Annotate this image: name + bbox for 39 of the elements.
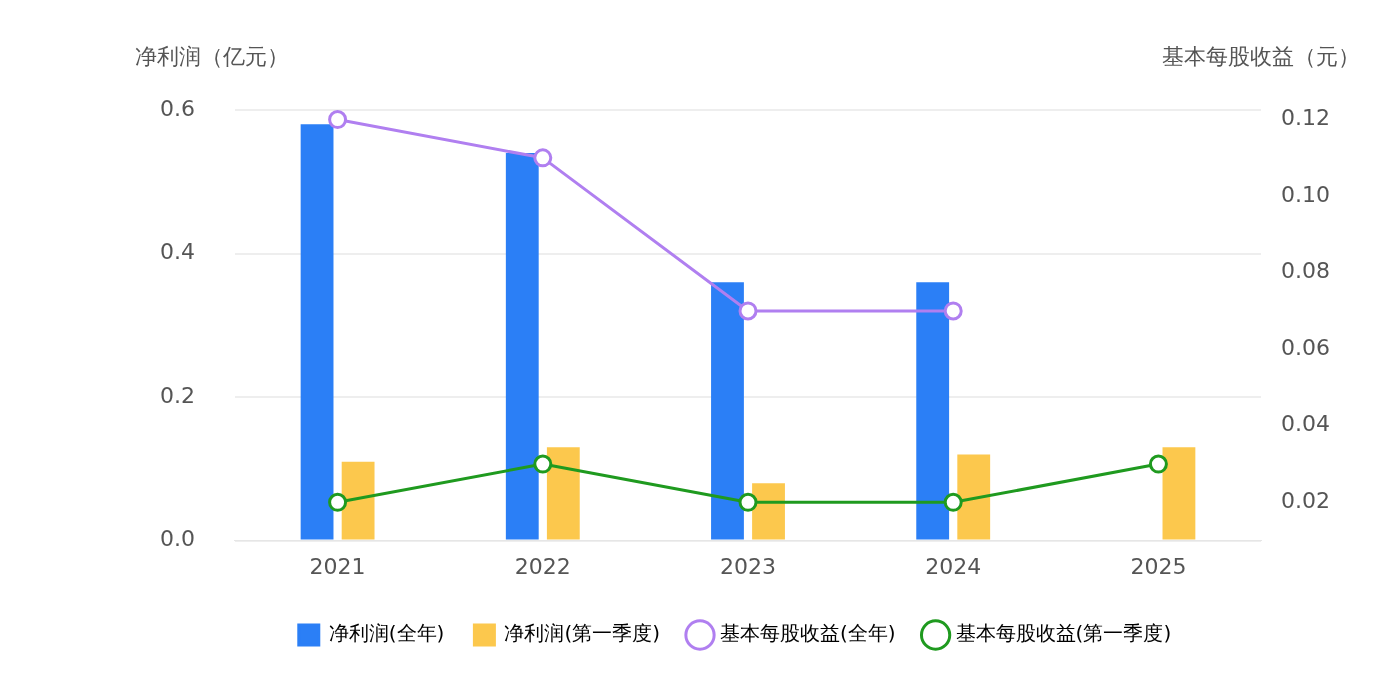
point xyxy=(943,301,963,321)
x-tick-label: 2021 xyxy=(309,553,366,579)
legend-label: 基本每股收益(第一季度) xyxy=(955,621,1172,646)
bar xyxy=(711,282,744,540)
x-tick-label: 2023 xyxy=(720,553,776,579)
x-tick-label: 2024 xyxy=(925,553,982,579)
y-tick-label: 0.2 xyxy=(159,382,195,408)
point xyxy=(738,492,758,512)
y2-tick-label: 0.06 xyxy=(1281,334,1330,360)
bar xyxy=(546,447,580,540)
bar xyxy=(505,153,539,540)
legend-label: 基本每股收益(全年) xyxy=(720,621,896,646)
point xyxy=(738,301,758,321)
legend-label: 净利润(全年) xyxy=(328,621,445,646)
y2-tick-label: 0.10 xyxy=(1281,181,1330,207)
y2-tick-label: 0.02 xyxy=(1281,488,1330,514)
bar xyxy=(752,483,785,540)
point xyxy=(943,492,963,512)
legend-label: 净利润(第一季度) xyxy=(504,621,660,646)
y2-tick-label: 0.08 xyxy=(1281,258,1330,284)
y-axis-title: 净利润（亿元） xyxy=(135,43,289,69)
y-tick-label: 0.4 xyxy=(159,239,195,265)
bar xyxy=(916,282,950,540)
y-tick-label: 0.0 xyxy=(159,526,195,552)
point xyxy=(1148,454,1168,474)
point xyxy=(533,454,553,474)
bar xyxy=(341,461,375,540)
point xyxy=(533,148,553,168)
point xyxy=(328,110,348,130)
x-tick-label: 2022 xyxy=(514,553,571,579)
y-tick-label: 0.6 xyxy=(159,95,195,121)
point xyxy=(328,492,348,512)
x-tick-label: 2025 xyxy=(1130,553,1187,579)
y2-axis-title: 基本每股收益（元） xyxy=(1162,43,1360,69)
y2-tick-label: 0.04 xyxy=(1281,411,1330,437)
y2-tick-label: 0.12 xyxy=(1281,105,1330,131)
bar xyxy=(300,124,334,540)
bar xyxy=(1162,447,1196,540)
bar xyxy=(957,454,991,540)
